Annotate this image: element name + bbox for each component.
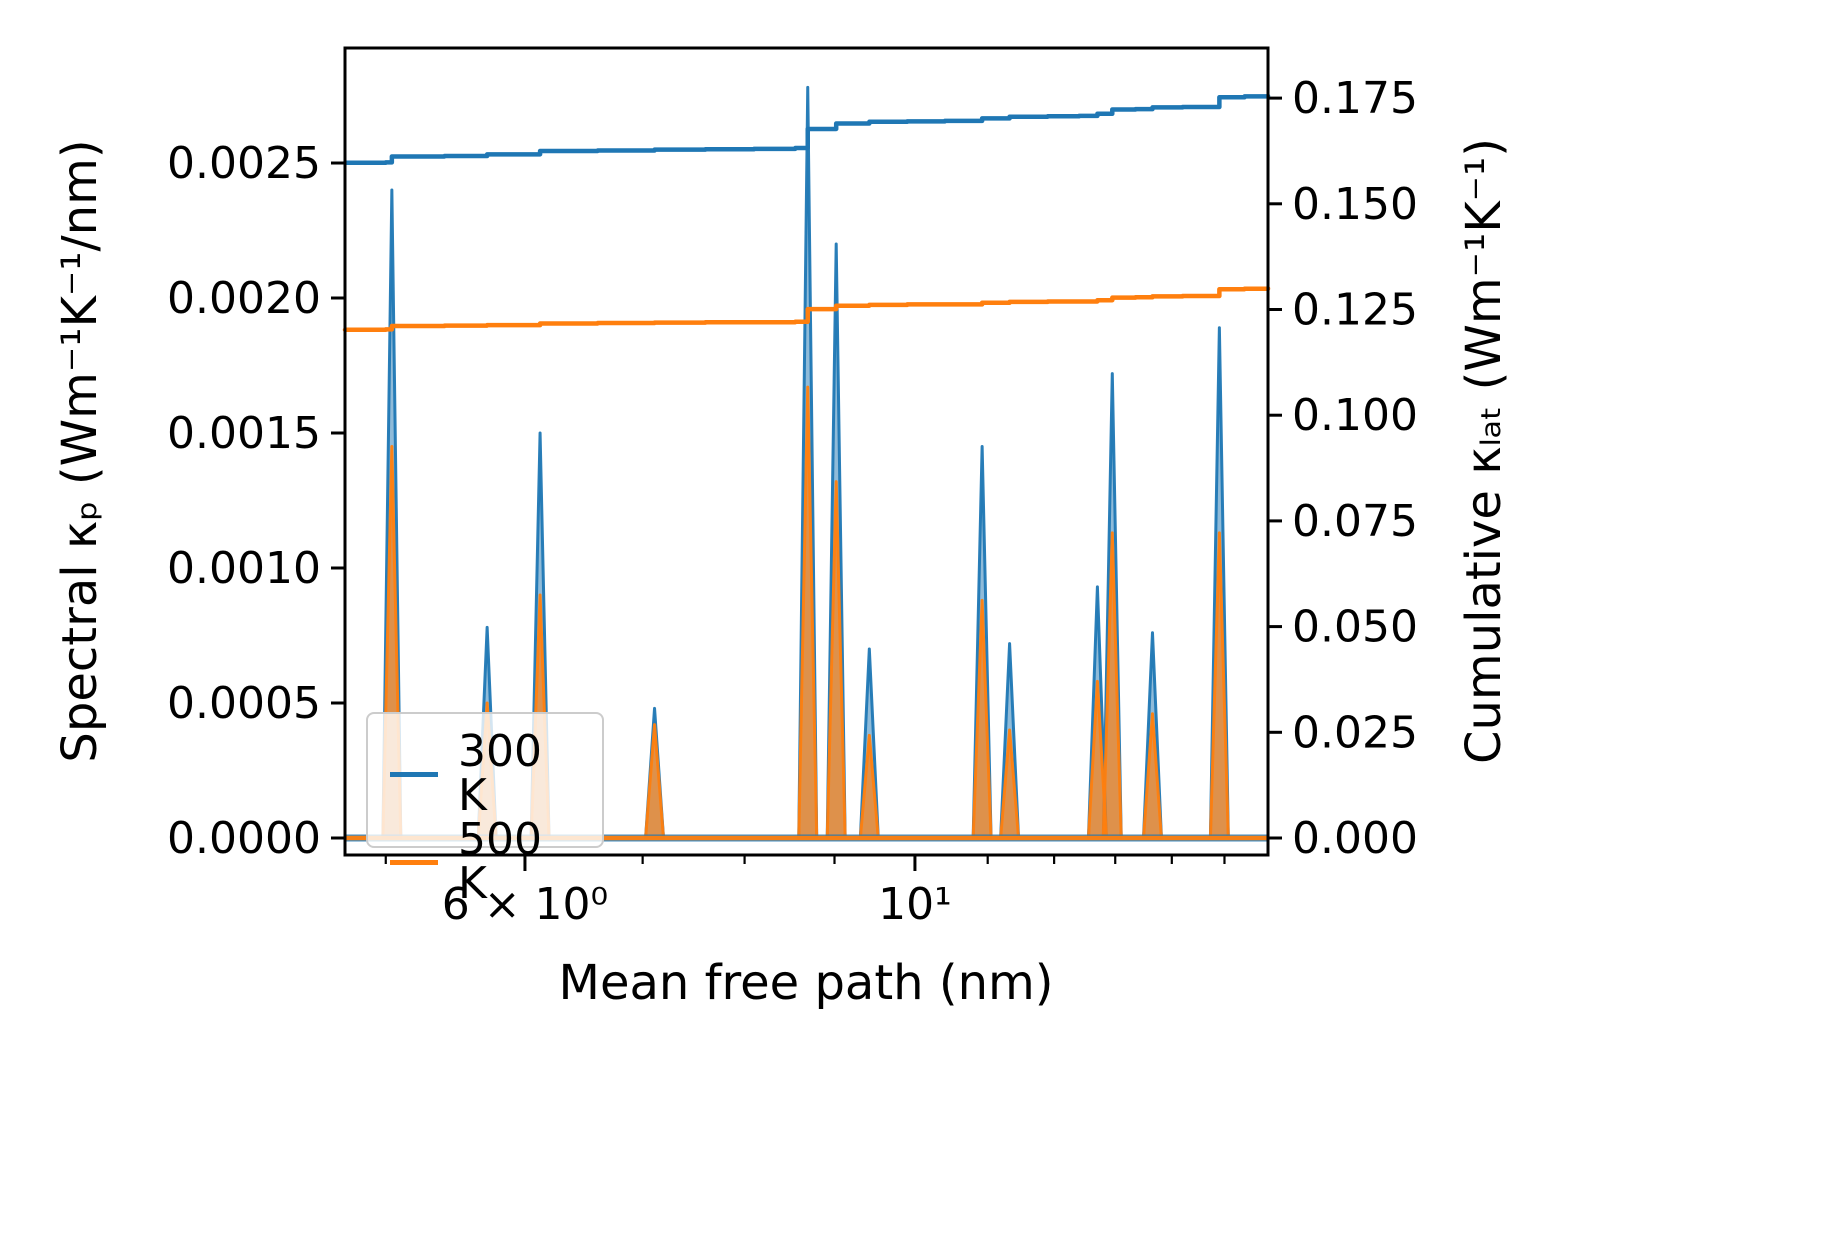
plot-border: [343, 46, 1270, 857]
y-right-tick-label: 0.000: [1292, 813, 1418, 864]
y-left-tick-label: 0.0005: [167, 678, 321, 729]
x-tick-label: 6 × 10⁰: [442, 879, 608, 930]
y-right-tick-label: 0.050: [1292, 602, 1418, 653]
y-right-tick-label: 0.125: [1292, 285, 1418, 336]
legend-line-300k: [390, 771, 438, 777]
legend-line-500k: [390, 859, 438, 865]
y-left-tick-label: 0.0015: [167, 408, 321, 459]
legend: 300 K 500 K: [366, 712, 604, 906]
y-left-tick-label: 0.0025: [167, 138, 321, 189]
y-axis-label-right: Cumulative κₗₐₜ (Wm⁻¹K⁻¹): [1456, 138, 1512, 764]
y-right-tick-label: 0.025: [1292, 707, 1418, 758]
y-left-tick-label: 0.0020: [167, 273, 321, 324]
y-axis-label-left: Spectral κₚ (Wm⁻¹K⁻¹/nm): [52, 139, 108, 763]
legend-label-300k: 300 K: [458, 726, 542, 821]
x-tick-label: 10¹: [878, 879, 952, 930]
legend-label-500k: 500 K: [458, 814, 542, 909]
y-left-tick-label: 0.0010: [167, 543, 321, 594]
y-right-tick-label: 0.150: [1292, 179, 1418, 230]
y-left-tick-label: 0.0000: [167, 813, 321, 864]
y-right-tick-label: 0.175: [1292, 73, 1418, 124]
cumulative-300k: [342, 93, 1271, 166]
legend-item-500k: 500 K: [390, 818, 580, 906]
y-right-tick-label: 0.075: [1292, 496, 1418, 547]
y-right-tick-label: 0.100: [1292, 390, 1418, 441]
legend-item-300k: 300 K: [390, 730, 580, 818]
x-axis-label: Mean free path (nm): [558, 955, 1054, 1011]
cumulative-500k: [342, 286, 1271, 333]
